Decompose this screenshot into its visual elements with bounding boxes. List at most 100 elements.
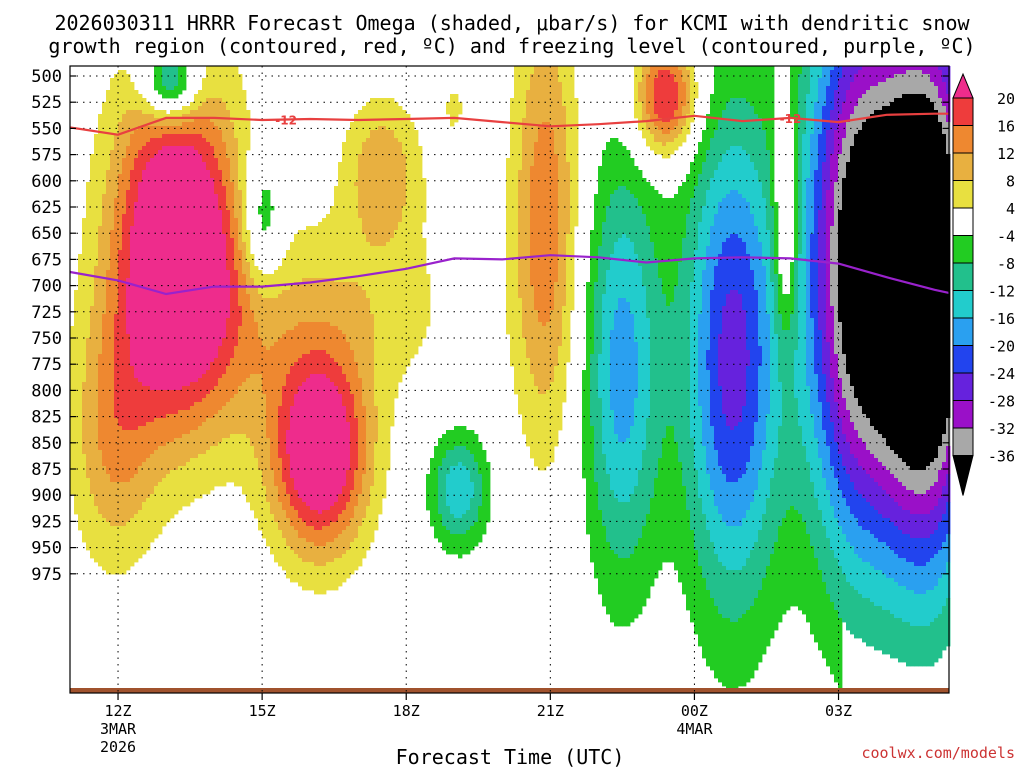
omega-cell	[110, 230, 115, 483]
omega-cell	[634, 198, 639, 255]
omega-cell	[178, 66, 183, 95]
omega-cell	[162, 86, 167, 99]
x-tick-label: 18Z	[393, 702, 420, 720]
omega-cell	[214, 414, 219, 447]
omega-cell	[878, 542, 883, 571]
omega-cell	[154, 486, 159, 539]
omega-cell	[710, 490, 715, 543]
omega-cell	[810, 318, 815, 415]
omega-cell	[914, 94, 919, 471]
omega-cell	[314, 278, 319, 323]
omega-cell	[530, 74, 535, 167]
omega-cell	[642, 450, 647, 527]
omega-cell	[322, 566, 327, 595]
omega-cell	[630, 158, 635, 195]
omega-cell	[830, 550, 835, 603]
omega-cell	[746, 154, 751, 203]
omega-cell	[206, 394, 211, 419]
omega-cell	[830, 66, 835, 71]
omega-cell	[150, 114, 155, 127]
omega-cell	[770, 478, 775, 555]
omega-cell	[638, 266, 643, 471]
omega-cell	[734, 526, 739, 571]
omega-cell	[194, 134, 199, 151]
omega-cell	[930, 462, 935, 487]
omega-cell	[638, 470, 643, 539]
omega-cell	[754, 598, 759, 671]
omega-cell	[314, 374, 319, 511]
omega-cell	[734, 190, 739, 235]
omega-cell	[198, 90, 203, 107]
omega-cell	[178, 146, 183, 391]
omega-cell	[898, 482, 903, 507]
omega-cell	[506, 158, 511, 335]
omega-cell	[590, 426, 595, 563]
omega-cell	[854, 518, 859, 555]
omega-cell	[158, 390, 163, 419]
omega-cell	[330, 382, 335, 507]
omega-cell	[714, 554, 719, 607]
omega-cell	[146, 162, 151, 387]
omega-cell	[294, 326, 299, 363]
omega-cell	[442, 458, 447, 527]
omega-cell	[838, 526, 843, 567]
omega-cell	[750, 550, 755, 607]
omega-cell	[550, 310, 555, 383]
omega-cell	[718, 66, 723, 119]
omega-cell	[818, 510, 823, 571]
omega-cell	[942, 66, 947, 83]
y-tick-label: 800	[31, 381, 62, 401]
omega-cell	[214, 194, 219, 359]
omega-cell	[318, 350, 323, 375]
omega-cell	[482, 450, 487, 535]
omega-cell	[842, 466, 847, 499]
omega-cell	[286, 430, 291, 455]
omega-cell	[262, 346, 267, 395]
omega-cell	[106, 90, 111, 171]
omega-cell	[838, 618, 843, 691]
omega-cell	[178, 110, 183, 119]
omega-cell	[222, 406, 227, 439]
contour-lines: -12 -12	[69, 112, 950, 296]
omega-cell	[150, 390, 155, 423]
omega-cell	[306, 226, 311, 279]
omega-cell	[306, 526, 311, 543]
omega-cell	[250, 254, 255, 279]
omega-cell	[458, 518, 463, 535]
omega-cell	[454, 518, 459, 535]
omega-cell	[226, 366, 231, 403]
omega-cell	[654, 78, 659, 115]
omega-cell	[622, 186, 627, 235]
omega-cell	[454, 466, 459, 519]
omega-cell	[642, 122, 647, 139]
omega-cell	[146, 422, 151, 459]
grid-lines	[70, 66, 949, 693]
omega-cell	[842, 534, 847, 575]
omega-cell	[450, 466, 455, 515]
omega-cell	[934, 554, 939, 587]
omega-cell	[178, 134, 183, 147]
omega-cell	[210, 390, 215, 419]
omega-cell	[122, 482, 127, 527]
colorbar-label: 8	[1006, 173, 1015, 191]
omega-cell	[790, 262, 795, 315]
colorbar-label: -16	[988, 310, 1015, 328]
omega-cell	[330, 562, 335, 591]
omega-cell	[194, 382, 199, 403]
omega-cell	[206, 370, 211, 395]
omega-cell	[362, 234, 367, 291]
omega-cell	[102, 518, 107, 571]
omega-cell	[450, 94, 455, 127]
omega-cell	[194, 402, 199, 431]
omega-cell	[834, 66, 839, 91]
omega-cell	[458, 102, 463, 115]
omega-cell	[798, 66, 803, 75]
omega-cell	[326, 322, 331, 355]
omega-cell	[738, 146, 743, 195]
omega-cell	[114, 198, 119, 315]
omega-cell	[342, 530, 347, 555]
omega-cell	[698, 314, 703, 407]
omega-cell	[238, 306, 243, 327]
omega-cell	[238, 434, 243, 487]
omega-cell	[138, 510, 143, 559]
